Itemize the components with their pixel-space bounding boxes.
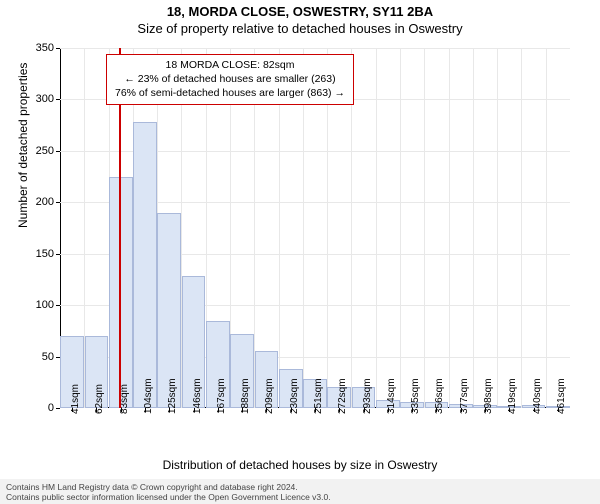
xtick-label: 209sqm	[264, 378, 275, 414]
xtick-label: 293sqm	[362, 378, 373, 414]
ytick-mark	[56, 305, 60, 306]
ytick-label: 300	[36, 93, 54, 105]
gridline-v	[424, 48, 425, 408]
xtick-label: 398sqm	[483, 378, 494, 414]
annotation-line: 76% of semi-detached houses are larger (…	[115, 86, 345, 100]
xtick-label: 461sqm	[556, 378, 567, 414]
annotation-box: 18 MORDA CLOSE: 82sqm← 23% of detached h…	[106, 54, 354, 105]
page-subtitle: Size of property relative to detached ho…	[0, 21, 600, 36]
x-axis-label: Distribution of detached houses by size …	[0, 458, 600, 472]
xtick-label: 335sqm	[410, 378, 421, 414]
xtick-label: 356sqm	[434, 378, 445, 414]
gridline-v	[400, 48, 401, 408]
footer-line-1: Contains HM Land Registry data © Crown c…	[6, 482, 594, 492]
xtick-label: 314sqm	[386, 378, 397, 414]
annotation-line: 18 MORDA CLOSE: 82sqm	[115, 58, 345, 72]
ytick-label: 200	[36, 196, 54, 208]
page-title: 18, MORDA CLOSE, OSWESTRY, SY11 2BA	[0, 4, 600, 19]
chart-plot-area: 05010015020025030035041sqm62sqm83sqm104s…	[60, 48, 570, 408]
xtick-label: 146sqm	[192, 378, 203, 414]
annotation-line: ← 23% of detached houses are smaller (26…	[115, 72, 345, 86]
ytick-label: 100	[36, 299, 54, 311]
xtick-label: 167sqm	[216, 378, 227, 414]
xtick-label: 125sqm	[167, 378, 178, 414]
gridline-v	[497, 48, 498, 408]
ytick-mark	[56, 99, 60, 100]
xtick-label: 440sqm	[532, 378, 543, 414]
gridline-h	[60, 48, 570, 49]
gridline-v	[449, 48, 450, 408]
ytick-label: 50	[42, 351, 54, 363]
ytick-label: 0	[48, 402, 54, 414]
xtick-label: 419sqm	[507, 378, 518, 414]
gridline-v	[376, 48, 377, 408]
footer-line-2: Contains public sector information licen…	[6, 492, 594, 502]
xtick-label: 41sqm	[70, 384, 81, 414]
xtick-label: 104sqm	[143, 378, 154, 414]
xtick-label: 230sqm	[289, 378, 300, 414]
gridline-v	[473, 48, 474, 408]
ytick-label: 250	[36, 145, 54, 157]
bar	[109, 177, 133, 408]
gridline-v	[521, 48, 522, 408]
xtick-label: 377sqm	[459, 378, 470, 414]
y-axis-label: Number of detached properties	[16, 63, 30, 228]
footer: Contains HM Land Registry data © Crown c…	[0, 479, 600, 504]
ytick-mark	[56, 254, 60, 255]
ytick-label: 350	[36, 42, 54, 54]
ytick-mark	[56, 202, 60, 203]
ytick-mark	[56, 48, 60, 49]
xtick-label: 188sqm	[240, 378, 251, 414]
xtick-label: 62sqm	[94, 384, 105, 414]
ytick-label: 150	[36, 248, 54, 260]
gridline-v	[546, 48, 547, 408]
bar	[133, 122, 157, 408]
ytick-mark	[56, 151, 60, 152]
xtick-label: 251sqm	[313, 378, 324, 414]
xtick-label: 272sqm	[337, 378, 348, 414]
ytick-mark	[56, 408, 60, 409]
